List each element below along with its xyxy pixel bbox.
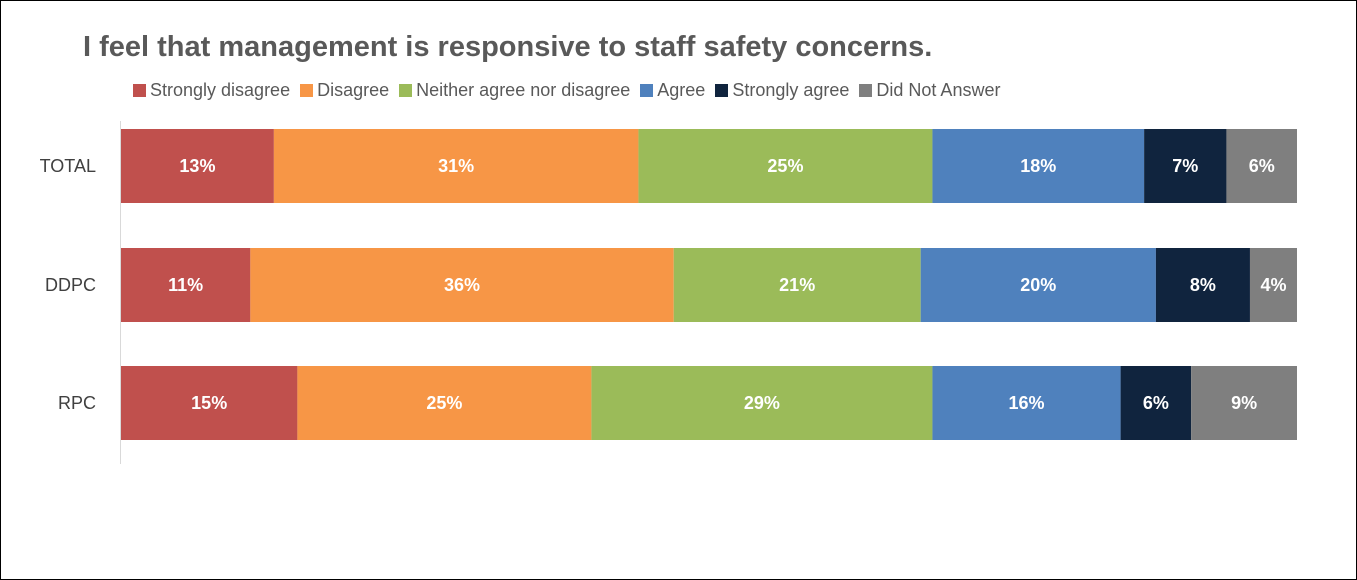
bar-segment-ddpc-did-not-answer <box>1249 248 1297 322</box>
legend-label: Strongly disagree <box>150 79 291 100</box>
legend-label: Strongly agree <box>732 79 850 100</box>
chart-legend: Strongly disagree Disagree Neither agree n… <box>133 79 1010 101</box>
bar-segment-total-strongly-disagree <box>121 129 274 203</box>
bar-segment-ddpc-disagree <box>250 248 674 322</box>
bar-segment-total-agree <box>932 129 1145 203</box>
data-label-ddpc-strongly-agree: 8% <box>1190 275 1216 295</box>
legend-label: Agree <box>657 79 706 100</box>
bar-segment-ddpc-neither-agree-nor-disagree <box>673 248 921 322</box>
category-label-ddpc: DDPC <box>45 275 96 295</box>
data-label-total-disagree: 31% <box>438 156 474 176</box>
data-label-total-agree: 18% <box>1020 156 1056 176</box>
data-label-total-neither-agree-nor-disagree: 25% <box>767 156 803 176</box>
data-label-ddpc-did-not-answer: 4% <box>1260 275 1286 295</box>
legend-swatch <box>715 83 729 97</box>
bar-segment-ddpc-strongly-disagree <box>121 248 251 322</box>
chart-title: I feel that management is responsive to … <box>83 31 933 63</box>
legend-swatch <box>859 83 873 97</box>
legend-swatch <box>399 83 413 97</box>
bar-segment-rpc-agree <box>932 366 1121 440</box>
category-label-total: TOTAL <box>40 156 96 176</box>
bar-segment-total-neither-agree-nor-disagree <box>638 129 933 203</box>
legend-swatch <box>300 83 314 97</box>
data-label-rpc-agree: 16% <box>1009 393 1045 413</box>
data-label-ddpc-strongly-disagree: 11% <box>168 275 203 295</box>
data-label-rpc-disagree: 25% <box>426 393 462 413</box>
data-label-rpc-strongly-agree: 6% <box>1143 393 1169 413</box>
legend-item-neither-agree-nor-disagree: Neither agree nor disagree <box>399 80 630 101</box>
legend-label: Neither agree nor disagree <box>416 79 631 100</box>
data-label-ddpc-disagree: 36% <box>444 275 480 295</box>
bar-segment-total-disagree <box>273 129 639 203</box>
bar-segment-ddpc-strongly-agree <box>1155 248 1250 322</box>
bar-segment-ddpc-agree <box>920 248 1156 322</box>
bar-segment-rpc-neither-agree-nor-disagree <box>591 366 933 440</box>
data-label-total-strongly-disagree: 13% <box>179 156 215 176</box>
legend-label: Disagree <box>317 79 390 100</box>
data-label-rpc-strongly-disagree: 15% <box>191 393 227 413</box>
legend-item-did-not-answer: Did Not Answer <box>859 80 1000 101</box>
data-label-total-strongly-agree: 7% <box>1172 156 1198 176</box>
data-label-ddpc-neither-agree-nor-disagree: 21% <box>779 275 815 295</box>
bar-segment-total-strongly-agree <box>1144 129 1227 203</box>
legend-item-strongly-disagree: Strongly disagree <box>133 80 290 101</box>
legend-label: Did Not Answer <box>876 79 1001 100</box>
legend-item-strongly-agree: Strongly agree <box>715 80 849 101</box>
legend-item-agree: Agree <box>640 80 705 101</box>
data-label-ddpc-agree: 20% <box>1020 275 1056 295</box>
bar-segment-total-did-not-answer <box>1226 129 1297 203</box>
legend-item-disagree: Disagree <box>300 80 389 101</box>
bar-segment-rpc-disagree <box>297 366 592 440</box>
data-label-total-did-not-answer: 6% <box>1249 156 1275 176</box>
data-label-rpc-neither-agree-nor-disagree: 29% <box>744 393 780 413</box>
bar-segment-rpc-did-not-answer <box>1191 366 1297 440</box>
bar-segment-rpc-strongly-agree <box>1120 366 1192 440</box>
data-label-rpc-did-not-answer: 9% <box>1231 393 1257 413</box>
bar-segment-rpc-strongly-disagree <box>121 366 298 440</box>
legend-swatch <box>640 83 654 97</box>
legend-swatch <box>133 83 146 97</box>
category-label-rpc: RPC <box>58 393 96 413</box>
